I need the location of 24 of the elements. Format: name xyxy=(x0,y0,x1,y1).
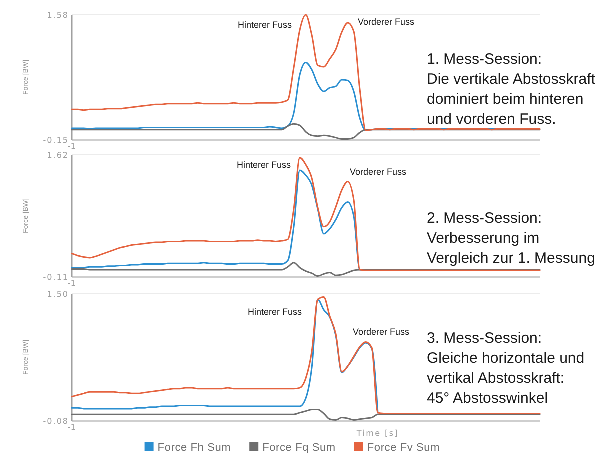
x-tick-label: -1 xyxy=(68,423,76,432)
annotation: Vorderer Fuss xyxy=(358,17,416,27)
y-tick-label: -0.15 xyxy=(43,136,69,145)
annotation: 3. Mess-Session: Gleiche horizontale und vertikal Abstosskraft: 45° Abstosswinkel xyxy=(427,330,585,407)
y-tick-label: -0.11 xyxy=(43,273,69,282)
y-tick-label: -0.08 xyxy=(43,417,69,426)
x-axis-title: Time [s] xyxy=(356,429,400,438)
legend-label: Force Fv Sum xyxy=(367,442,440,453)
legend-label: Force Fh Sum xyxy=(158,442,232,453)
annotation: Vorderer Fuss xyxy=(350,167,408,177)
annotation: Hinterer Fuss xyxy=(248,307,303,317)
line-series xyxy=(71,123,541,140)
x-tick-label: -1 xyxy=(68,279,76,288)
annotation: Hinterer Fuss xyxy=(238,20,293,30)
legend-label: Force Fq Sum xyxy=(262,442,336,453)
x-tick-label: -1 xyxy=(68,142,76,151)
annotation: 1. Mess-Session: Die vertikale Abstosskraft dominiert beim hinteren und vorderen Fuss. xyxy=(427,51,596,128)
line-series xyxy=(71,408,541,421)
annotation: Vorderer Fuss xyxy=(353,327,410,337)
y-tick-label: 1.58 xyxy=(47,11,69,20)
annotation: 2. Mess-Session: Verbesserung im Vergleich zur 1. Messung xyxy=(427,210,596,267)
y-tick-label: 1.50 xyxy=(47,290,69,299)
y-tick-label: 1.62 xyxy=(47,151,69,160)
annotation: Hinterer Fuss xyxy=(237,160,292,170)
